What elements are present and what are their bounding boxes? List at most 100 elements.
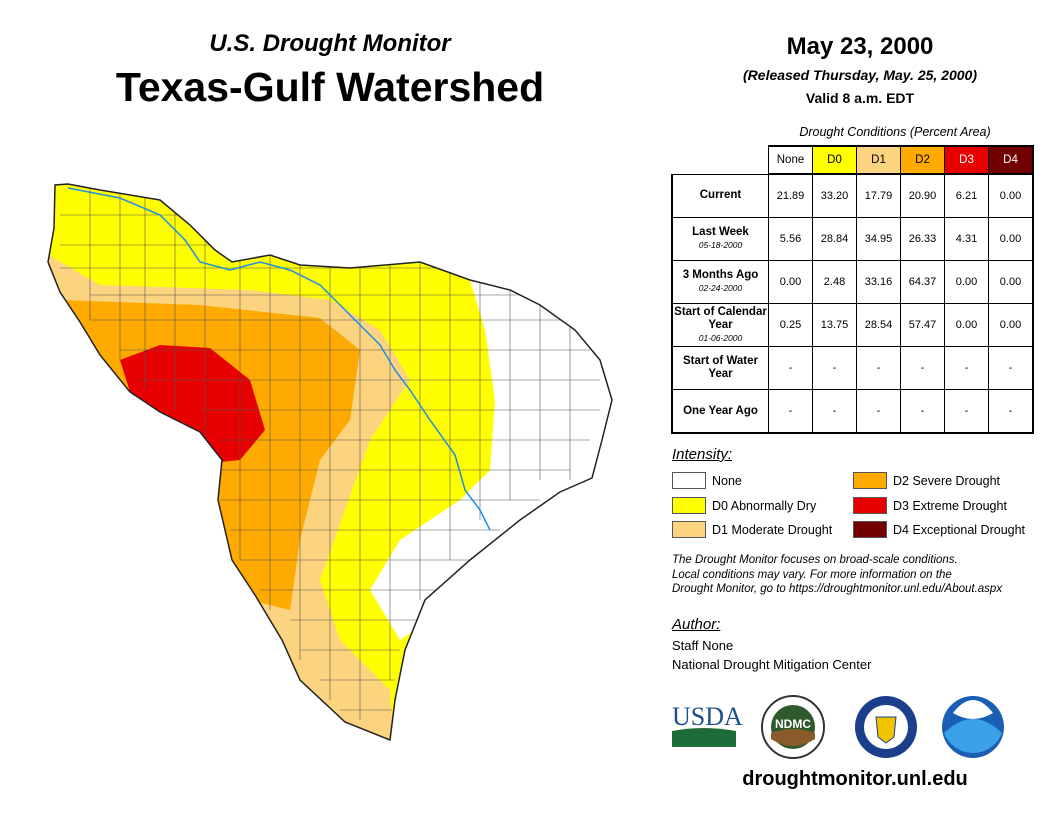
svg-text:NDMC: NDMC [775, 717, 811, 731]
agency-logos: USDA NDMC [672, 695, 1004, 759]
d3-region [120, 345, 265, 462]
none-region [370, 280, 612, 640]
row-label: Last Week 05-18-2000 [671, 217, 769, 261]
table-row: Start of Water Year - - - - - - [671, 346, 1034, 390]
row-label: Start of Water Year [671, 346, 769, 390]
usda-logo: USDA [672, 702, 743, 747]
table-cell: 0.00 [988, 217, 1034, 261]
table-cell: - [856, 346, 901, 390]
note-line: Drought Monitor, go to https://droughtmo… [672, 583, 1003, 595]
table-cell: 0.00 [944, 260, 989, 304]
row-date: 02-24-2000 [698, 283, 743, 293]
col-d1: D1 [856, 145, 901, 175]
drought-conditions-table: None D0 D1 D2 D3 D4 Current 21.89 33.20 17.… [671, 145, 1034, 434]
col-d0: D0 [812, 145, 857, 175]
row-label-text: One Year Ago [683, 404, 758, 417]
legend-item-d1: D1 Moderate Drought [672, 521, 832, 538]
legend-swatch [853, 472, 887, 489]
legend-swatch [853, 521, 887, 538]
table-cell: 0.00 [988, 173, 1034, 218]
table-cell: - [768, 346, 813, 390]
table-cell: - [856, 389, 901, 434]
table-cell: 57.47 [900, 303, 945, 347]
table-row: Current 21.89 33.20 17.79 20.90 6.21 0.00 [671, 173, 1034, 218]
legend-label: D4 Exceptional Drought [893, 522, 1026, 537]
legend-item-none: None [672, 472, 742, 489]
legend-item-d4: D4 Exceptional Drought [853, 521, 1025, 538]
row-label: One Year Ago [671, 389, 769, 434]
table-cell: 33.20 [812, 173, 857, 218]
table-cell: 28.84 [812, 217, 857, 261]
row-date: 01-06-2000 [698, 332, 743, 343]
table-cell: 26.33 [900, 217, 945, 261]
table-cell: 5.56 [768, 217, 813, 261]
table-cell: - [812, 346, 857, 390]
page-title: Texas-Gulf Watershed [115, 64, 545, 110]
legend-label: D2 Severe Drought [893, 473, 1001, 488]
table-cell: 0.25 [768, 303, 813, 347]
legend-swatch [672, 521, 706, 538]
commerce-seal [855, 696, 917, 758]
table-cell: - [900, 346, 945, 390]
table-row: One Year Ago - - - - - - [671, 389, 1034, 434]
watershed-map [47, 183, 613, 741]
row-label-text: Start of Water Year [683, 355, 758, 380]
table-cell: 33.16 [856, 260, 901, 304]
table-cell: 13.75 [812, 303, 857, 347]
legend-label: D3 Extreme Drought [893, 498, 1007, 513]
legend-title: Intensity: [672, 446, 733, 463]
legend-label: D0 Abnormally Dry [712, 498, 817, 513]
table-corner [672, 146, 769, 174]
legend-swatch [672, 472, 706, 489]
legend-label: None [712, 473, 742, 488]
table-cell: - [988, 389, 1034, 434]
table-cell: 21.89 [768, 173, 813, 218]
ndmc-logo: NDMC [761, 695, 825, 759]
col-d4: D4 [988, 145, 1034, 175]
table-cell: 34.95 [856, 217, 901, 261]
table-cell: 2.48 [812, 260, 857, 304]
disclaimer-note: The Drought Monitor focuses on broad-sca… [672, 553, 1052, 597]
row-date: 05-18-2000 [698, 240, 743, 250]
author-name: Staff None [672, 638, 734, 653]
noaa-logo [942, 696, 1004, 758]
row-label-text: Last Week [692, 226, 749, 238]
row-label-text: Current [699, 189, 742, 202]
river [67, 187, 491, 531]
col-d2: D2 [900, 145, 945, 175]
table-caption: Drought Conditions (Percent Area) [799, 125, 991, 139]
legend-swatch [672, 497, 706, 514]
table-cell: - [900, 389, 945, 434]
legend-item-d3: D3 Extreme Drought [853, 497, 1007, 514]
row-label: Start of Calendar Year 01-06-2000 [671, 303, 769, 347]
map-date: May 23, 2000 [786, 33, 934, 60]
col-none: None [768, 145, 813, 175]
row-label: Current [671, 173, 769, 218]
table-row: Start of Calendar Year 01-06-2000 0.25 13.7… [671, 303, 1034, 347]
valid-time: Valid 8 a.m. EDT [805, 90, 915, 106]
svg-text:USDA: USDA [672, 702, 743, 731]
col-d3: D3 [944, 145, 989, 175]
row-label: 3 Months Ago 02-24-2000 [671, 260, 769, 304]
table-cell: - [944, 389, 989, 434]
table-cell: - [988, 346, 1034, 390]
table-cell: - [944, 346, 989, 390]
table-cell: 28.54 [856, 303, 901, 347]
table-cell: 64.37 [900, 260, 945, 304]
author-org: National Drought Mitigation Center [672, 657, 872, 672]
note-line: The Drought Monitor focuses on broad-sca… [672, 554, 958, 566]
table-cell: - [812, 389, 857, 434]
table-cell: 4.31 [944, 217, 989, 261]
legend-label: D1 Moderate Drought [712, 522, 833, 537]
website-link[interactable]: droughtmonitor.unl.edu [742, 768, 968, 790]
table-cell: 17.79 [856, 173, 901, 218]
author-heading: Author: [672, 616, 721, 633]
table-cell: 0.00 [944, 303, 989, 347]
row-label-text: Start of Calendar Year [674, 305, 767, 331]
release-date: (Released Thursday, May. 25, 2000) [743, 67, 977, 83]
legend-item-d2: D2 Severe Drought [853, 472, 1000, 489]
table-cell: 0.00 [768, 260, 813, 304]
table-row: 3 Months Ago 02-24-2000 0.00 2.48 33.16 64.37… [671, 260, 1034, 304]
note-line: Local conditions may vary. For more info… [672, 568, 952, 581]
